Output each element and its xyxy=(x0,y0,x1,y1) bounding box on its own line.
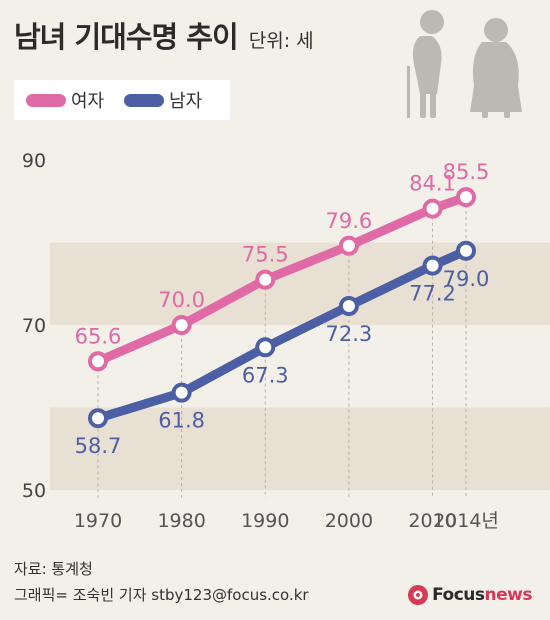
data-point xyxy=(422,255,443,276)
data-point xyxy=(338,235,359,256)
data-label: 61.8 xyxy=(158,409,205,433)
x-tick-label: 1970 xyxy=(74,510,122,532)
x-tick-label: 2000 xyxy=(325,510,373,532)
data-label: 72.3 xyxy=(326,322,373,346)
y-axis: 90 70 50 xyxy=(22,150,46,502)
series-layer: 65.6 70.0 75.5 79.6 84.185.5 58.7 61.8 67.3 72.3… xyxy=(75,160,490,458)
x-tick-label: 2010 xyxy=(408,510,456,532)
data-point xyxy=(255,269,276,290)
legend-swatch-female xyxy=(26,93,66,107)
y-tick-label: 90 xyxy=(22,150,46,172)
elderly-couple-icon xyxy=(407,10,522,118)
data-label: 79.0 xyxy=(443,267,490,291)
data-label: 67.3 xyxy=(242,363,289,387)
data-label: 79.6 xyxy=(326,209,373,233)
legend-label-male: 남자 xyxy=(169,91,203,112)
y-tick-label: 50 xyxy=(22,480,46,502)
legend-item-male: 남자 xyxy=(124,87,202,113)
data-point xyxy=(171,315,192,335)
grid-band xyxy=(50,407,550,490)
chart-title: 남녀 기대수명 추이 xyxy=(14,20,239,54)
data-point xyxy=(255,337,276,358)
data-label: 84.1 xyxy=(409,172,456,196)
data-label: 85.5 xyxy=(443,160,490,184)
unit-label: 단위: 세 xyxy=(248,30,314,52)
x-tick-label: 1990 xyxy=(241,510,289,532)
x-tick-label: 2014년 xyxy=(433,510,499,532)
data-point xyxy=(456,187,476,208)
data-label: 70.0 xyxy=(158,288,205,312)
data-point xyxy=(88,408,108,429)
data-point xyxy=(338,296,359,317)
data-label: 77.2 xyxy=(409,282,456,306)
data-point xyxy=(171,382,192,403)
title-row: 남녀 기대수명 추이 단위: 세 xyxy=(14,14,314,56)
logo-text-focus: Focus xyxy=(432,585,485,605)
data-label: 75.5 xyxy=(242,243,289,267)
x-tick-label: 1980 xyxy=(157,510,205,532)
credit-note: 그래픽= 조숙빈 기자 stby123@focus.co.kr xyxy=(14,586,309,604)
data-point xyxy=(422,198,443,219)
data-point xyxy=(88,351,108,372)
logo-mark-icon xyxy=(408,585,429,605)
legend-swatch-male xyxy=(124,93,165,107)
y-tick-label: 70 xyxy=(22,315,46,337)
legend-item-female: 여자 xyxy=(26,87,104,113)
source-note: 자료: 통계청 xyxy=(14,560,93,578)
data-label: 58.7 xyxy=(75,434,122,458)
data-label: 65.6 xyxy=(75,324,122,348)
legend-label-female: 여자 xyxy=(71,91,105,112)
data-point xyxy=(456,240,476,261)
legend: 여자 남자 xyxy=(14,80,230,120)
logo-text-news: news xyxy=(484,585,533,605)
focusnews-logo: Focus news xyxy=(407,584,533,606)
